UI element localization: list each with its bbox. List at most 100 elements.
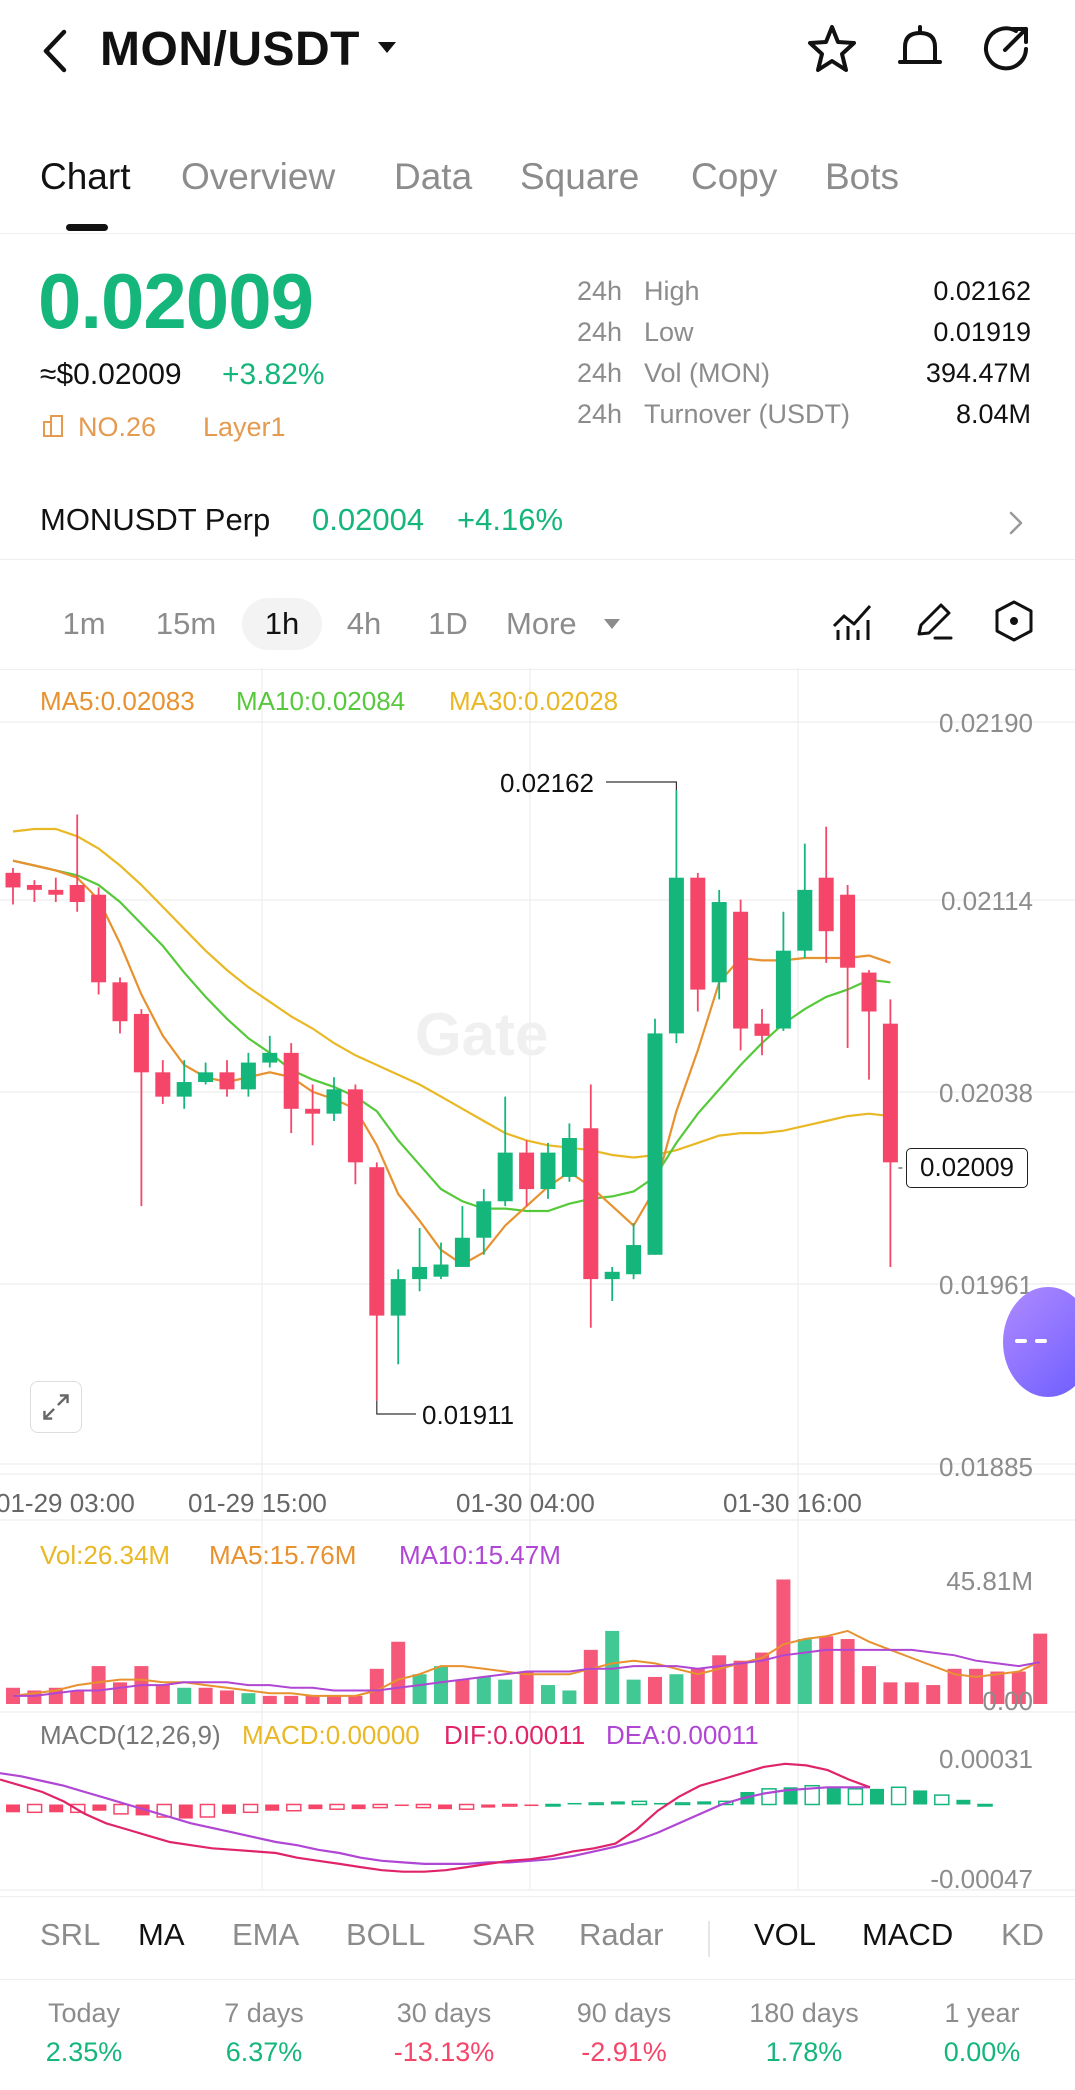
indicator-kd[interactable]: KD bbox=[1001, 1917, 1045, 1952]
candle bbox=[840, 894, 856, 968]
volume-bar bbox=[733, 1660, 748, 1704]
volume-bar bbox=[626, 1679, 641, 1704]
volume-bar bbox=[776, 1579, 791, 1704]
candle bbox=[48, 889, 64, 895]
macd-bar bbox=[567, 1802, 582, 1805]
tab-data[interactable]: Data bbox=[394, 156, 473, 197]
low-leader-line bbox=[376, 1400, 416, 1415]
perp-name: MONUSDT Perp bbox=[40, 502, 271, 537]
indicator-icon[interactable] bbox=[828, 596, 878, 646]
perf-value: -2.91% bbox=[581, 2037, 667, 2067]
volume-ma10-line bbox=[13, 1648, 1041, 1697]
legend-vol: Vol:26.34M bbox=[40, 1540, 171, 1570]
draw-pencil-icon[interactable] bbox=[909, 596, 959, 646]
candle bbox=[711, 902, 727, 983]
indicator-bar: SRL MA EMA BOLL SAR Radar VOL MACD KD bbox=[0, 1896, 1075, 1980]
volume-bar bbox=[541, 1685, 555, 1704]
macd-bar bbox=[156, 1803, 172, 1818]
caret-down-icon[interactable] bbox=[375, 36, 399, 60]
rank-badge[interactable]: NO.26 bbox=[78, 412, 157, 442]
dots-icon bbox=[1015, 1339, 1047, 1343]
indicator-macd[interactable]: MACD bbox=[862, 1917, 954, 1952]
timeframe-15m[interactable]: 15m bbox=[155, 606, 217, 641]
legend-macd: MACD:0.00000 bbox=[242, 1720, 420, 1750]
volume-bar bbox=[755, 1652, 769, 1704]
candle bbox=[476, 1201, 492, 1238]
timeframe-1h[interactable]: 1h bbox=[242, 598, 322, 650]
legend-dif: DIF:0.00011 bbox=[444, 1720, 586, 1750]
indicator-radar[interactable]: Radar bbox=[579, 1917, 664, 1952]
timeframe-more[interactable]: More bbox=[506, 606, 577, 641]
indicator-ema[interactable]: EMA bbox=[232, 1917, 300, 1952]
macd-bar bbox=[826, 1787, 841, 1805]
candle bbox=[326, 1089, 342, 1114]
candle bbox=[818, 877, 834, 932]
caret-down-icon bbox=[604, 619, 620, 629]
candle bbox=[519, 1152, 535, 1190]
stat-label-turnover: Turnover (USDT) bbox=[644, 399, 851, 429]
perp-link-row[interactable]: MONUSDT Perp 0.02004 +4.16% bbox=[0, 490, 1075, 560]
volume-bar bbox=[177, 1687, 192, 1704]
timeframe-1m[interactable]: 1m bbox=[62, 606, 106, 641]
candle bbox=[369, 1167, 385, 1316]
macd-bar bbox=[804, 1784, 820, 1806]
back-icon[interactable] bbox=[36, 26, 76, 76]
indicator-srl[interactable]: SRL bbox=[40, 1917, 101, 1952]
star-icon[interactable] bbox=[805, 22, 859, 76]
indicator-vol[interactable]: VOL bbox=[754, 1917, 817, 1952]
perf-label: 180 days bbox=[749, 1998, 859, 2028]
indicator-ma[interactable]: MA bbox=[138, 1917, 185, 1952]
macd-bar bbox=[458, 1803, 475, 1810]
candle bbox=[604, 1271, 620, 1280]
macd-y-tick: 0.00031 bbox=[939, 1744, 1033, 1774]
legend-vol-ma5: MA5:15.76M bbox=[209, 1540, 357, 1570]
candle bbox=[647, 1033, 663, 1255]
volume-bar bbox=[434, 1666, 448, 1704]
sector-tag[interactable]: Layer1 bbox=[203, 412, 286, 442]
volume-bar bbox=[797, 1639, 812, 1704]
volume-bar bbox=[91, 1666, 106, 1704]
candle bbox=[133, 1013, 149, 1073]
volume-bar bbox=[369, 1668, 384, 1704]
macd-bar bbox=[890, 1786, 907, 1806]
macd-bar bbox=[242, 1803, 259, 1814]
perf-value: -13.13% bbox=[393, 2037, 495, 2067]
volume-bar bbox=[926, 1685, 941, 1704]
timeframe-1d[interactable]: 1D bbox=[428, 606, 468, 641]
candle bbox=[198, 1072, 214, 1083]
tab-overview[interactable]: Overview bbox=[181, 156, 336, 197]
candle bbox=[240, 1062, 256, 1090]
floating-assistant-button[interactable] bbox=[1003, 1287, 1075, 1397]
indicator-sar[interactable]: SAR bbox=[472, 1917, 536, 1952]
volume-bar bbox=[348, 1695, 363, 1704]
tab-square[interactable]: Square bbox=[520, 156, 640, 197]
macd-bar bbox=[178, 1804, 193, 1819]
perf-90d: 90 days -2.91% bbox=[534, 1998, 714, 2068]
candle bbox=[583, 1128, 599, 1280]
stat-prefix: 24h bbox=[577, 317, 623, 347]
volume-bar bbox=[840, 1639, 855, 1704]
price-chart[interactable] bbox=[0, 668, 1075, 1900]
tab-copy[interactable]: Copy bbox=[691, 156, 778, 197]
timeframe-4h[interactable]: 4h bbox=[346, 606, 382, 641]
expand-icon[interactable] bbox=[30, 1381, 82, 1433]
perf-value: 1.78% bbox=[765, 2037, 843, 2067]
macd-bar bbox=[610, 1801, 625, 1805]
indicator-boll[interactable]: BOLL bbox=[346, 1917, 426, 1952]
candle bbox=[861, 972, 877, 1012]
share-icon[interactable] bbox=[980, 22, 1034, 76]
settings-hexagon-icon[interactable] bbox=[989, 596, 1039, 646]
candle bbox=[690, 877, 706, 990]
candle bbox=[91, 894, 107, 983]
volume-bar bbox=[476, 1676, 491, 1704]
tab-chart[interactable]: Chart bbox=[40, 156, 131, 197]
y-tick: 0.01961 bbox=[939, 1270, 1033, 1300]
perf-label: 7 days bbox=[224, 1998, 304, 2028]
tab-bots[interactable]: Bots bbox=[825, 156, 900, 197]
candle bbox=[626, 1245, 642, 1275]
candle bbox=[561, 1138, 577, 1177]
pair-title[interactable]: MON/USDT bbox=[100, 23, 360, 76]
dea-line bbox=[0, 1772, 870, 1866]
macd-bar bbox=[199, 1803, 216, 1818]
bell-icon[interactable] bbox=[893, 22, 947, 76]
